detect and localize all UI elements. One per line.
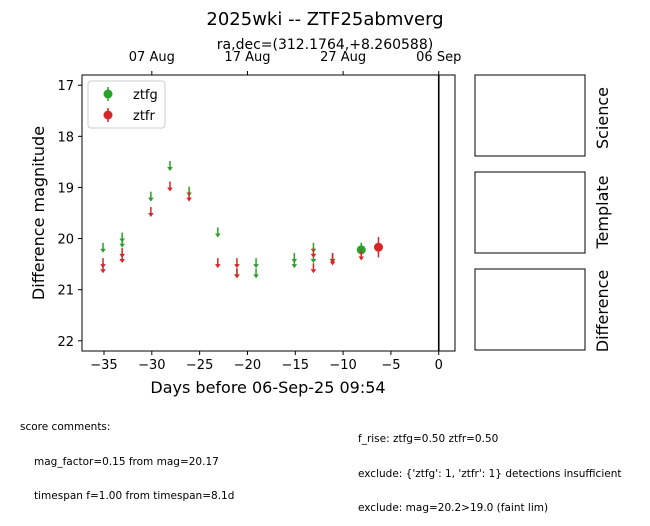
difference-panel (474, 268, 586, 351)
y-tick-label: 20 (57, 233, 74, 248)
x-tick-label: −25 (186, 358, 213, 373)
limit-marker-arrow (310, 253, 317, 258)
science-panel-label: Science (593, 87, 612, 149)
limit-marker-arrow (119, 259, 125, 263)
x-tick-label: −30 (138, 358, 165, 373)
x-tick-label: −20 (234, 358, 261, 373)
limit-marker-arrow (310, 269, 317, 274)
top-x-tick-label: 27 Aug (320, 50, 366, 65)
limit-marker-arrow (358, 256, 365, 261)
figure: 2025wki -- ZTF25abmverg ra,dec=(312.1764… (29, 9, 612, 397)
limit-marker-arrow (100, 269, 106, 274)
detection-point (373, 242, 383, 252)
limit-marker-arrow (215, 233, 221, 238)
limit-marker-arrow (167, 167, 173, 171)
detection-point (356, 245, 366, 255)
plot-frame (81, 74, 456, 352)
x-tick-label: −10 (329, 358, 356, 373)
limit-marker-arrow (148, 213, 154, 217)
x-axis-label: Days before 06-Sep-25 09:54 (150, 378, 385, 397)
comment-line: exclude: mag=20.2>19.0 (faint lim) (358, 502, 549, 514)
score-comments-left: score comments: mag_factor=0.15 from mag… (20, 399, 234, 514)
limit-marker-arrow (234, 274, 240, 279)
limit-marker-arrow (100, 248, 106, 253)
template-panel-label: Template (593, 175, 612, 249)
limit-marker-arrow (310, 259, 317, 263)
legend-ztfr-label: ztfr (133, 109, 155, 124)
template-panel (474, 171, 586, 254)
y-tick-label: 17 (57, 79, 74, 94)
limit-marker-arrow (167, 187, 173, 192)
data-layer (100, 161, 383, 279)
y-tick-label: 19 (57, 181, 74, 196)
x-tick-label: −5 (381, 358, 400, 373)
limit-marker-arrow (234, 264, 240, 269)
score-comments-header: score comments: (20, 421, 111, 433)
limit-marker-arrow (253, 264, 259, 269)
legend-ztfg-marker (103, 89, 113, 99)
top-x-tick-label: 07 Aug (129, 50, 175, 65)
axis-layer: −35 −30 −25 −20 −15 −10 −5 0 07 Aug 17 Aug 27 Aug 0… (57, 50, 461, 373)
science-panel (474, 74, 586, 157)
y-axis-label: Difference magnitude (29, 126, 48, 300)
figure-title: 2025wki -- ZTF25abmverg (206, 9, 443, 30)
x-tick-label: −15 (282, 358, 309, 373)
score-comments-right: f_rise: ztfg=0.50 ztfr=0.50 exclude: {'z… (358, 411, 621, 526)
limit-marker-arrow (186, 197, 192, 202)
y-tick-label: 18 (57, 130, 74, 145)
limit-marker-arrow (291, 264, 298, 269)
comment-line: f_rise: ztfg=0.50 ztfr=0.50 (358, 433, 499, 445)
difference-panel-label: Difference (593, 270, 612, 352)
top-x-tick-label: 17 Aug (224, 50, 270, 65)
comment-line: exclude: {'ztfg': 1, 'ztfr': 1} detectio… (358, 467, 622, 480)
comment-line: mag_factor=0.15 from mag=20.17 (34, 455, 219, 468)
legend-ztfg-label: ztfg (133, 88, 158, 103)
x-tick-label: −35 (90, 358, 117, 373)
legend-ztfr-marker (103, 110, 113, 120)
legend: ztfg ztfr (87, 80, 166, 129)
limit-marker-arrow (329, 261, 336, 266)
y-tick-label: 21 (57, 284, 74, 299)
figure-subtitle: ra,dec=(312.1764,+8.260588) (217, 37, 433, 53)
comment-line: timespan f=1.00 from timespan=8.1d (34, 490, 235, 502)
y-tick-label: 22 (57, 335, 74, 350)
limit-marker-arrow (119, 243, 125, 248)
limit-marker-arrow (253, 274, 259, 279)
top-x-tick-label: 06 Sep (416, 50, 461, 65)
x-tick-label: 0 (435, 358, 443, 373)
limit-marker-arrow (148, 197, 154, 202)
limit-marker-arrow (215, 264, 221, 269)
